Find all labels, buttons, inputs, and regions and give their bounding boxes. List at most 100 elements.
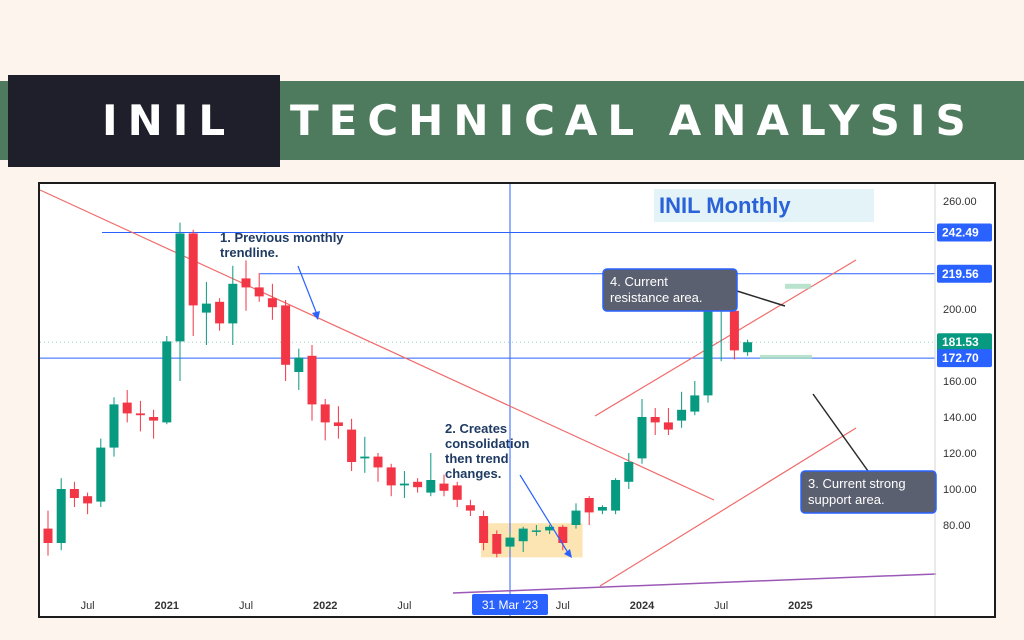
x-tick-label: Jul: [397, 600, 411, 612]
crosshair-date-box: [472, 594, 548, 615]
candle-body: [597, 507, 607, 511]
chart-frame: 80.00100.00120.00140.00160.00180.00200.0…: [38, 160, 996, 618]
candle-body: [584, 498, 594, 513]
descending-trendline: [39, 189, 715, 501]
y-tick-label: 160.00: [943, 376, 977, 388]
annotation-resistance-box: [602, 268, 738, 312]
channel-lower-trendline: [599, 427, 857, 587]
candle-body: [201, 303, 211, 313]
x-tick-label: 2021: [155, 600, 179, 612]
candle-body: [677, 409, 687, 421]
candle-body: [624, 462, 634, 482]
candle-body: [611, 480, 621, 511]
annotation-support-line-2: support area.: [808, 492, 885, 507]
candle-body: [228, 283, 238, 324]
candle-body: [531, 530, 541, 532]
x-tick-label: Jul: [556, 600, 570, 612]
candle-body: [452, 485, 462, 500]
annotation-2-arrow: [519, 474, 571, 557]
x-tick-label: Jul: [714, 600, 728, 612]
candlestick-chart: 80.00100.00120.00140.00160.00180.00200.0…: [39, 160, 994, 616]
base-support-line: [452, 573, 937, 594]
x-tick-label: 2024: [630, 600, 655, 612]
candle-body: [479, 516, 489, 543]
candle-body: [571, 510, 581, 525]
candle-body: [465, 505, 475, 511]
annotation-2-arrowhead: [564, 549, 572, 558]
y-tick-label: 80.00: [943, 520, 971, 532]
annotation-2-line-2: consolidation: [445, 436, 530, 451]
annotation-1-arrowhead: [312, 311, 320, 320]
candle-body: [743, 342, 753, 353]
annotation-resistance-line-1: 4. Current: [610, 274, 668, 289]
candle-body: [426, 480, 436, 493]
annotation-1-arrow: [297, 265, 319, 318]
candle-body: [690, 395, 700, 412]
candle-body: [241, 278, 251, 288]
candle-body: [215, 301, 225, 324]
candle-body: [135, 413, 145, 416]
candle-body: [43, 528, 53, 543]
price-label-box: [937, 223, 992, 242]
candle-body: [122, 402, 132, 414]
candle-body: [439, 483, 449, 491]
candle-body: [307, 355, 317, 405]
channel-upper-trendline: [594, 259, 857, 417]
candle-body: [492, 534, 502, 554]
candle-body: [729, 310, 739, 351]
candle-body: [650, 417, 660, 423]
crosshair-date-label: 31 Mar '23: [482, 598, 539, 612]
heading-text: TECHNICAL ANALYSIS: [290, 96, 976, 145]
price-label-box: [937, 349, 992, 368]
price-label-box: [937, 333, 992, 352]
candle-body: [545, 526, 555, 531]
candle-body: [505, 537, 515, 547]
candle-body: [333, 422, 343, 426]
candle-body: [360, 456, 370, 459]
y-tick-label: 120.00: [943, 448, 977, 460]
candle-body: [347, 429, 357, 462]
y-tick-label: 100.00: [943, 484, 977, 496]
price-label-box: [937, 264, 992, 283]
candle-body: [281, 305, 291, 365]
price-label-text: 181.53: [942, 335, 979, 349]
chart-title-box: [654, 189, 874, 222]
y-tick-label: 260.00: [943, 196, 977, 208]
candle-body: [109, 404, 119, 448]
candle-body: [703, 309, 713, 396]
x-tick-label: 2022: [313, 600, 337, 612]
candle-body: [558, 526, 568, 543]
candle-body: [386, 467, 396, 486]
x-tick-label: Jul: [239, 600, 253, 612]
candle-body: [254, 287, 264, 297]
price-label-text: 219.56: [942, 267, 979, 281]
annotation-2-line-4: changes.: [445, 466, 501, 481]
candle-body: [56, 489, 66, 543]
candle-body: [83, 496, 93, 504]
annotation-2-line-1: 2. Creates: [445, 421, 507, 436]
annotation-2-line-3: then trend: [445, 451, 509, 466]
candle-body: [320, 404, 330, 423]
candle-body: [175, 233, 185, 342]
annotation-support-box: [800, 470, 937, 514]
y-tick-label: 140.00: [943, 412, 977, 424]
candle-body: [413, 481, 423, 488]
candle-body: [373, 456, 383, 468]
candle-body: [149, 417, 159, 421]
chart-title: INIL Monthly: [659, 193, 791, 218]
ticker-box: [8, 75, 280, 167]
price-label-text: 242.49: [942, 226, 979, 240]
price-label-text: 172.70: [942, 351, 979, 365]
candle-body: [294, 357, 304, 372]
candle-body: [267, 298, 277, 308]
annotation-1-line-2: trendline.: [220, 245, 279, 260]
annotation-1-line-1: 1. Previous monthly: [220, 230, 344, 245]
ticker-text: INIL: [102, 96, 236, 145]
candle-body: [518, 528, 528, 542]
support-zone-marker: [760, 354, 812, 359]
support-pointer: [812, 393, 869, 472]
candle-body: [637, 417, 647, 459]
target-zone-marker: [785, 283, 811, 289]
candle-body: [69, 489, 79, 498]
annotation-support-line-1: 3. Current strong: [808, 476, 906, 491]
